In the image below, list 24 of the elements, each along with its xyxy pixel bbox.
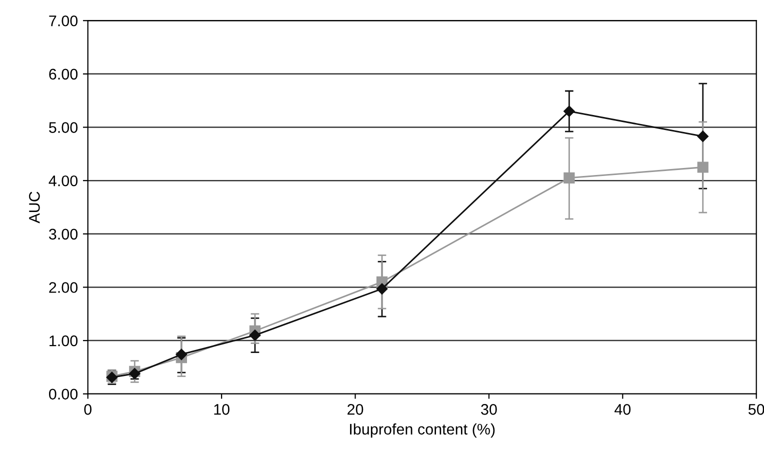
point [697,162,708,173]
y-tick-label: 7.00 [49,15,78,26]
x-tick-label: 20 [348,404,364,415]
y-tick-label: 3.00 [48,228,78,240]
x-axis-title: Ibuprofen content (%) [350,423,495,438]
point [376,283,388,294]
x-tick-label: 40 [614,404,631,415]
point [129,368,140,380]
y-tick-label: 1.00 [50,335,78,346]
point [176,348,188,360]
y-tick-label: 2.00 [49,282,78,293]
point [249,330,261,341]
y-tick-label: 4.00 [48,175,78,186]
point [564,106,575,117]
y-tick-label: 5.00 [49,122,78,133]
point [564,172,575,184]
x-tick-label: 10 [214,404,230,415]
y-tick-label: 0.00 [49,388,78,400]
y-axis-title: AUC [29,192,40,224]
x-tick-label: 30 [481,404,497,415]
y-tick-label: 6.00 [49,68,78,80]
x-tick-label: 50 [748,404,764,415]
point [697,130,708,142]
x-tick-label: 0 [84,404,92,415]
